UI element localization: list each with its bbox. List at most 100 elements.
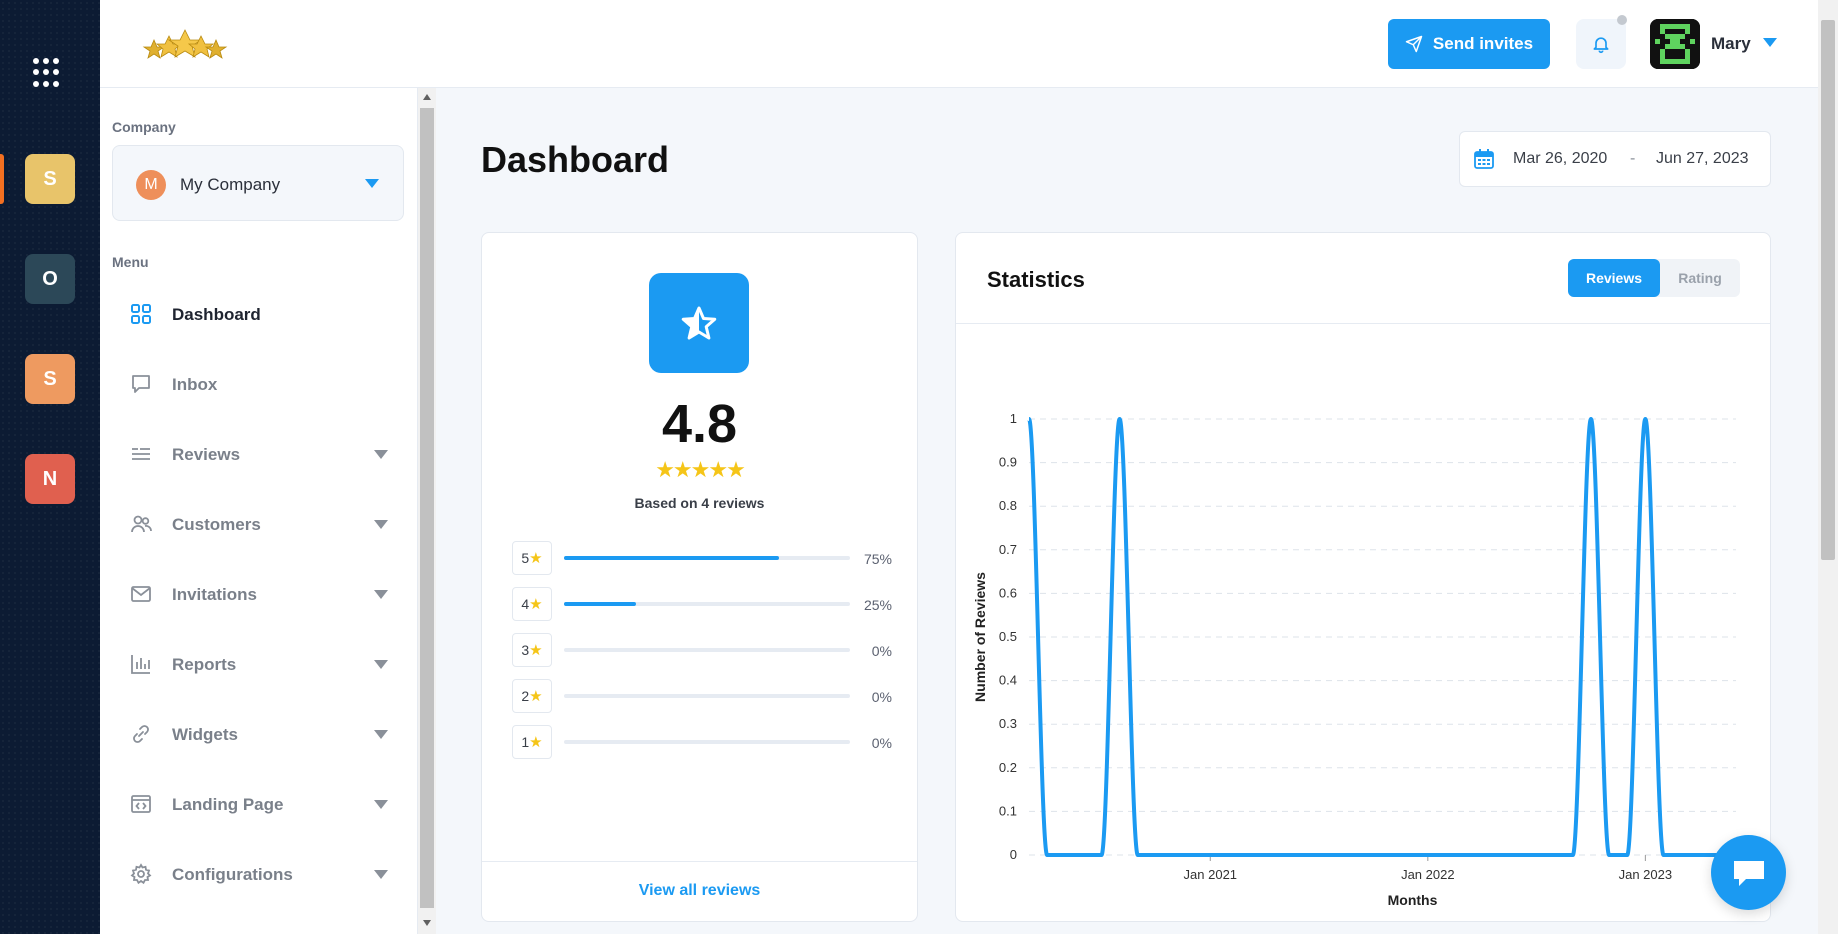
- progress-track: [564, 740, 850, 744]
- apps-grid-icon[interactable]: [33, 58, 63, 88]
- stars-logo[interactable]: [140, 22, 230, 66]
- sidebar-item-reports[interactable]: Reports: [112, 639, 402, 689]
- workspace-button[interactable]: S: [25, 354, 75, 404]
- sidebar-scrollbar[interactable]: [418, 88, 436, 934]
- star-icon: ★: [529, 596, 543, 613]
- y-tick-label: 0.2: [999, 760, 1017, 775]
- chat-bubble-icon: [1733, 860, 1764, 886]
- star-level-chip[interactable]: 1 ★: [512, 725, 552, 759]
- y-axis-label: Number of Reviews: [972, 572, 988, 702]
- scroll-down-icon[interactable]: [423, 920, 431, 926]
- rating-stars: ★★★★★: [655, 457, 746, 482]
- menu-label: Menu: [112, 254, 149, 270]
- sidebar-item-invitations[interactable]: Invitations: [112, 569, 402, 619]
- date-from[interactable]: Mar 26, 2020: [1513, 150, 1608, 167]
- x-axis-label: Months: [1388, 892, 1438, 908]
- x-tick-label: Jan 2022: [1401, 867, 1455, 882]
- scroll-up-icon[interactable]: [423, 94, 431, 100]
- scrollbar-thumb[interactable]: [420, 108, 434, 908]
- sidebar-item-widgets[interactable]: Widgets: [112, 709, 402, 759]
- percent-label: 25%: [863, 597, 892, 613]
- bell-icon: [1593, 37, 1609, 54]
- workspace-button[interactable]: O: [25, 254, 75, 304]
- card-footer: View all reviews: [482, 861, 917, 921]
- date-to[interactable]: Jun 27, 2023: [1656, 150, 1749, 167]
- chevron-down-icon: [374, 800, 388, 809]
- page-title: Dashboard: [481, 139, 670, 180]
- star-level: 5: [521, 550, 530, 566]
- star-level-chip[interactable]: 2 ★: [512, 679, 552, 713]
- gear-icon: [130, 863, 152, 885]
- progress-track: [564, 694, 850, 698]
- chat-bubble-icon: [132, 375, 150, 393]
- link-icon: [133, 725, 149, 743]
- divider: [956, 323, 1770, 324]
- star-level-chip[interactable]: 5 ★: [512, 541, 552, 575]
- statistics-card: Statistics Reviews Rating 0 0.1 0.2 0.3 0.4 0…: [955, 232, 1771, 922]
- percent-label: 75%: [863, 551, 892, 567]
- sidebar-item-landing-page[interactable]: Landing Page: [112, 779, 402, 829]
- sidebar-item-label: Reviews: [172, 445, 241, 464]
- paper-plane-icon: [1405, 35, 1423, 53]
- sidebar-item-inbox[interactable]: Inbox: [112, 359, 402, 409]
- sidebar-item-label: Landing Page: [172, 795, 284, 814]
- rating-distribution-row: 3 ★ 0%: [512, 633, 892, 669]
- sidebar-item-label: Inbox: [172, 375, 218, 394]
- sidebar-item-customers[interactable]: Customers: [112, 499, 402, 549]
- identicon-avatar: [1650, 19, 1700, 69]
- sidebar-item-reviews[interactable]: Reviews: [112, 429, 402, 479]
- sidebar-item-label: Configurations: [172, 865, 293, 884]
- star-icon: ★: [529, 550, 543, 567]
- rating-distribution-row: 5 ★ 75%: [512, 541, 892, 577]
- tab-reviews[interactable]: Reviews: [1568, 259, 1660, 297]
- percent-label: 0%: [871, 735, 892, 751]
- progress-fill: [564, 602, 636, 606]
- star-level: 4: [521, 596, 530, 612]
- page-scrollbar[interactable]: [1818, 0, 1838, 934]
- statistics-title: Statistics: [987, 267, 1085, 292]
- company-selector[interactable]: M My Company: [112, 145, 404, 221]
- progress-track: [564, 602, 850, 606]
- x-tick-label: Jan 2023: [1619, 867, 1673, 882]
- view-all-reviews-link[interactable]: View all reviews: [638, 882, 761, 899]
- star-icon: ★: [529, 688, 543, 705]
- star-level-chip[interactable]: 4 ★: [512, 587, 552, 621]
- sidebar-item-label: Dashboard: [172, 305, 261, 324]
- star-level-chip[interactable]: 3 ★: [512, 633, 552, 667]
- tab-rating[interactable]: Rating: [1678, 270, 1722, 286]
- y-tick-label: 0.8: [999, 498, 1017, 513]
- sidebar-item-label: Reports: [172, 655, 237, 674]
- workspace-button[interactable]: N: [25, 454, 75, 504]
- send-invites-button[interactable]: Send invites: [1388, 19, 1550, 69]
- envelope-icon: [131, 586, 151, 602]
- progress-fill: [564, 556, 779, 560]
- sidebar-item-dashboard[interactable]: Dashboard: [112, 289, 402, 339]
- sidebar-item-label: Customers: [172, 515, 261, 534]
- date-range-picker[interactable]: Mar 26, 2020 - Jun 27, 2023: [1459, 131, 1771, 187]
- chevron-down-icon: [374, 520, 388, 529]
- y-tick-label: 0.9: [999, 455, 1017, 470]
- x-tick-label: Jan 2021: [1184, 867, 1238, 882]
- series-line: [1027, 417, 1736, 857]
- chat-widget-button[interactable]: [1711, 835, 1786, 910]
- y-tick-label: 0.7: [999, 542, 1017, 557]
- star-icon: [681, 306, 717, 340]
- user-name[interactable]: Mary: [1711, 34, 1751, 53]
- date-separator: -: [1630, 150, 1636, 167]
- scrollbar-thumb[interactable]: [1821, 20, 1835, 560]
- rating-distribution-row: 4 ★ 25%: [512, 587, 892, 623]
- chevron-down-icon[interactable]: [1763, 38, 1777, 47]
- notifications-button[interactable]: [1576, 19, 1626, 69]
- chevron-down-icon: [374, 660, 388, 669]
- y-tick-label: 0.5: [999, 629, 1017, 644]
- sidebar-item-configurations[interactable]: Configurations: [112, 849, 402, 899]
- active-workspace-marker: [0, 154, 4, 204]
- avatar[interactable]: [1650, 19, 1700, 69]
- y-tick-label: 0: [1010, 847, 1017, 862]
- statistics-tabs: Reviews Rating: [1568, 259, 1740, 297]
- dashboard-grid-icon: [131, 304, 151, 324]
- sidebar: Company M My Company Menu Dashboard Inbo…: [100, 88, 418, 934]
- workspace-button[interactable]: S: [25, 154, 75, 204]
- sidebar-item-label: Widgets: [172, 725, 238, 744]
- progress-track: [564, 556, 850, 560]
